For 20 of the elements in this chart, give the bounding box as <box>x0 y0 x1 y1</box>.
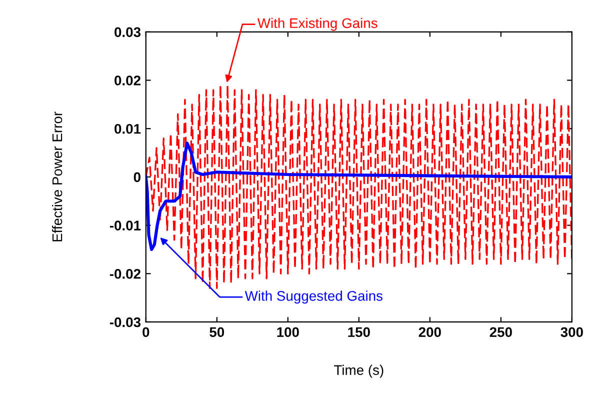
y-tick-label: -0.03 <box>110 317 141 328</box>
annotation: With Existing Gains <box>257 18 378 31</box>
x-tick-label: 300 <box>560 327 583 338</box>
line-series <box>146 142 572 251</box>
x-tick-label: 200 <box>418 327 441 338</box>
y-tick-label: -0.02 <box>110 268 140 279</box>
y-axis-title: Effective Power Error <box>52 112 62 242</box>
y-tick-label: 0.02 <box>114 76 140 86</box>
y-tick-label: 0.03 <box>114 27 141 38</box>
y-tick-label: 0.01 <box>114 124 141 134</box>
x-tick-label: 0 <box>142 327 150 338</box>
line-series <box>146 84 572 289</box>
annotation: With Suggested Gains <box>244 290 383 304</box>
x-axis-title: Time (s) <box>334 364 384 378</box>
x-tick-label: 250 <box>490 327 512 338</box>
x-tick-label: 50 <box>210 327 224 338</box>
x-tick-label: 100 <box>277 327 299 338</box>
y-tick-label: -0.01 <box>110 220 141 230</box>
y-tick-label: 0 <box>134 172 140 182</box>
x-tick-label: 150 <box>348 327 370 338</box>
